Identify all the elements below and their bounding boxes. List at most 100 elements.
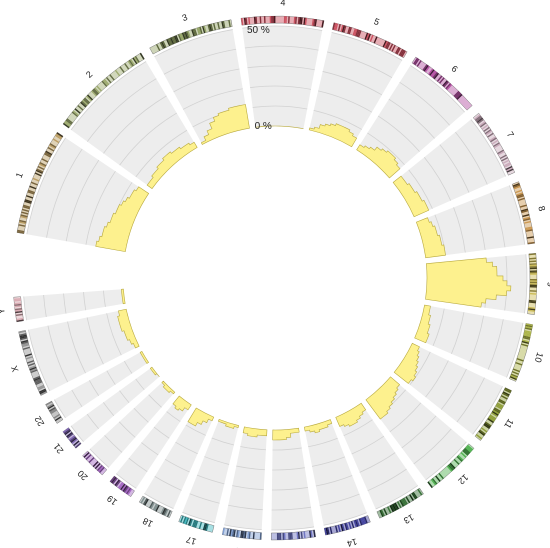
histogram-chr-17: [218, 418, 240, 429]
track-sector-chr-14: [304, 419, 367, 526]
gridline: [163, 48, 237, 75]
gridline: [135, 129, 188, 178]
gridline: [154, 29, 233, 58]
gridline: [103, 290, 106, 307]
ideogram-chr-12: [427, 443, 475, 489]
track-sector-chr-20: [89, 381, 175, 468]
histogram-chr-11: [393, 342, 420, 384]
ideogram-chr-Y: [13, 296, 24, 323]
gridline: [250, 85, 312, 90]
ideogram-chr-7: [472, 112, 516, 176]
chr-label-16: 16: [234, 546, 245, 548]
gridline: [471, 199, 486, 250]
histogram-chr-9: [425, 257, 512, 308]
gridline: [166, 411, 181, 422]
gridline: [43, 294, 47, 317]
chr-label-17: 17: [185, 534, 198, 547]
ideogram-chr-11: [474, 387, 512, 441]
gridline: [367, 468, 407, 492]
gridline: [247, 65, 315, 71]
histogram-chr-1: [95, 186, 150, 252]
gridline: [524, 254, 528, 314]
chr-label-14: 14: [346, 536, 358, 548]
gridline: [26, 137, 66, 235]
track-sector-chr-10: [414, 305, 523, 378]
ideogram-chr-21: [62, 427, 82, 449]
chr-label-19: 19: [105, 493, 119, 507]
gridline: [128, 457, 148, 472]
gridline: [224, 524, 262, 531]
chr-label-13: 13: [402, 512, 416, 526]
gridline: [272, 467, 305, 471]
ideogram-chr-5: [332, 22, 408, 59]
gridline: [106, 370, 116, 385]
gridline: [399, 81, 450, 126]
gridline: [242, 25, 323, 31]
chr-label-3: 3: [181, 12, 189, 23]
gridline: [425, 360, 449, 398]
gridline: [311, 456, 346, 467]
histogram-chr-3: [200, 104, 250, 145]
track-sector-chr-Y: [23, 289, 126, 321]
gridline: [432, 308, 445, 347]
ideogram-chr-16: [221, 527, 262, 540]
ideogram-chr-13: [376, 487, 424, 519]
ideogram-chr-20: [82, 450, 108, 476]
chr-label-12: 12: [456, 472, 470, 486]
scale-axis: 50 % 0 %: [247, 25, 272, 132]
histogram-chr-7: [392, 175, 430, 218]
gridline: [439, 144, 470, 193]
gridline: [375, 485, 419, 510]
gridline: [252, 105, 308, 110]
track-sector-chr-11: [394, 343, 503, 435]
gridline: [153, 426, 170, 439]
chr-label-5: 5: [372, 16, 380, 27]
chr-label-6: 6: [449, 63, 459, 74]
gridline: [135, 378, 145, 391]
histogram-chr-2: [146, 141, 198, 190]
gridline: [182, 511, 215, 524]
gridline: [359, 452, 396, 473]
gridline: [141, 442, 159, 456]
track-sector-chr-19: [116, 396, 192, 489]
track-sector-chr-5: [309, 32, 403, 147]
ideogram-chr-6: [411, 56, 473, 111]
gridline: [71, 389, 83, 408]
ideogram-chr-8: [511, 181, 535, 245]
gridline: [377, 115, 420, 152]
gridline: [103, 402, 115, 416]
track-sector-chr-22: [54, 351, 149, 418]
chr-label-22: 22: [33, 414, 47, 428]
gridline: [318, 90, 373, 113]
gridline: [343, 419, 373, 437]
histogram-chr-4: [255, 125, 304, 129]
gridline: [175, 441, 198, 455]
gridline: [313, 110, 362, 130]
ideogram-chr-17: [178, 514, 215, 533]
gridline: [118, 421, 136, 438]
ideogram-chr-10: [508, 323, 534, 382]
chr-label-1: 1: [14, 171, 25, 179]
gridline: [133, 407, 149, 423]
gridline: [236, 465, 265, 471]
gridline: [487, 319, 504, 370]
track-sector-chr-15: [271, 428, 315, 530]
gridline: [53, 399, 66, 419]
chr-label-9: 9: [545, 282, 550, 287]
gridline: [27, 329, 51, 392]
gridline: [185, 424, 206, 436]
gridline: [88, 380, 100, 396]
gridline: [228, 504, 263, 511]
gridline: [271, 526, 315, 531]
gridline: [83, 292, 87, 311]
ideogram-chr-19: [109, 475, 135, 498]
gridline: [89, 448, 110, 468]
track-sector-chr-X: [28, 309, 140, 392]
gridline: [106, 313, 122, 356]
gridline: [409, 351, 431, 385]
chr-label-18: 18: [141, 516, 155, 529]
histogram-chr-20: [161, 380, 176, 395]
gridline: [506, 322, 524, 378]
gridline: [453, 207, 466, 253]
gridline: [103, 95, 167, 154]
